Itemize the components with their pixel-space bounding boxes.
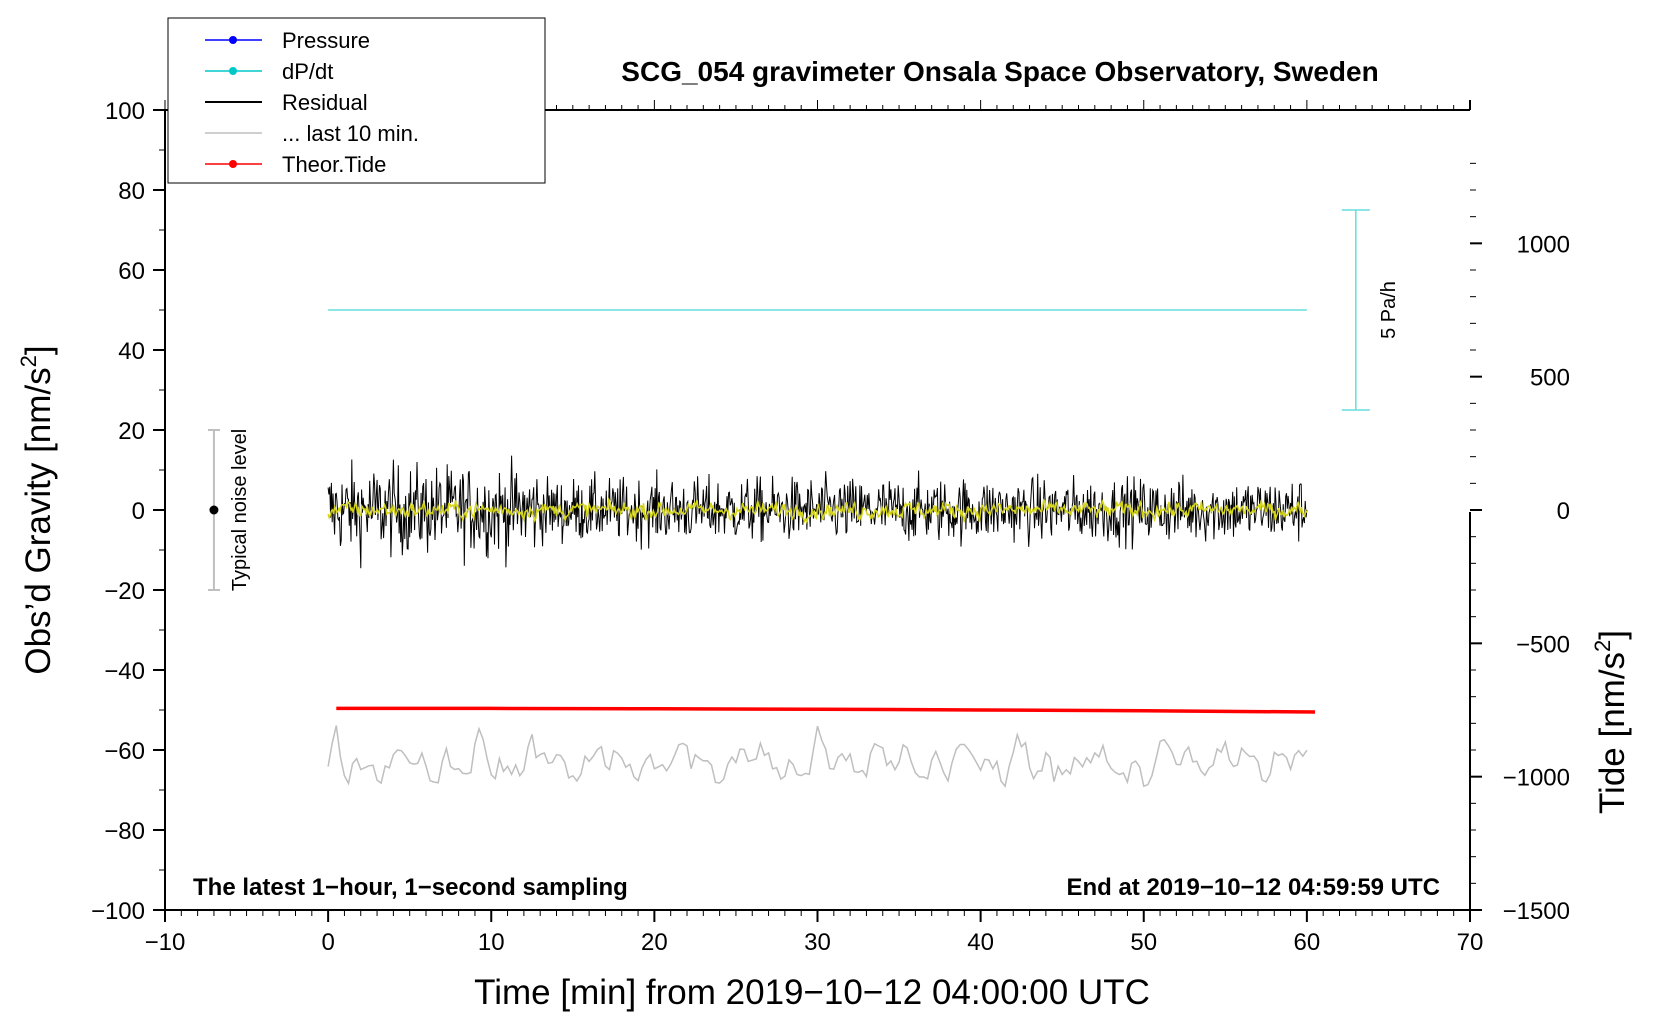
x-tick-label: 60: [1294, 929, 1321, 956]
x-tick-label: 70: [1457, 929, 1484, 956]
y-tick-label: 80: [118, 178, 145, 205]
legend-label: Pressure: [282, 28, 370, 53]
y-tick-label: 0: [132, 498, 145, 525]
y-right-tick-label: −1500: [1503, 898, 1570, 925]
legend-label: ... last 10 min.: [282, 121, 419, 146]
legend-swatch-marker: [229, 67, 237, 75]
legend-label: Theor.Tide: [282, 152, 386, 177]
y-right-label-main: Tide [nm/s: [1593, 652, 1632, 814]
tide-line: [336, 706, 1316, 714]
chart-title: SCG_054 gravimeter Onsala Space Observat…: [621, 56, 1378, 87]
y-tick-label: 40: [118, 338, 145, 365]
dpdt-scale-bar: [1341, 209, 1370, 411]
legend-swatch-marker: [229, 160, 237, 168]
y-tick-labels: 100 80 60 40 20 0 −20 −40 −60 −80 −100: [91, 98, 145, 925]
legend-swatch-marker: [229, 36, 237, 44]
x-tick-label: 40: [967, 929, 994, 956]
y-right-tick-label: −500: [1516, 631, 1570, 658]
y-tick-label: 60: [118, 258, 145, 285]
x-tick-label: 10: [478, 929, 505, 956]
x-axis-label: Time [min] from 2019−10−12 04:00:00 UTC: [474, 973, 1150, 1012]
y-right-tick-label: 1000: [1517, 231, 1570, 258]
last10-line: [327, 725, 1308, 789]
y-tick-label: 20: [118, 418, 145, 445]
y-tick-label: −60: [104, 738, 145, 765]
y-right-tick-label: 0: [1557, 498, 1570, 525]
x-tick-label: 50: [1130, 929, 1157, 956]
x-tick-label: 20: [641, 929, 668, 956]
y-tick-label: −40: [104, 658, 145, 685]
y-right-label-close: ]: [1593, 630, 1632, 640]
legend: Pressure dP/dt Residual ... last 10 min. The…: [167, 17, 546, 184]
noise-level-bar: [207, 429, 220, 591]
x-tick-label: −10: [145, 929, 186, 956]
legend-label: dP/dt: [282, 59, 333, 84]
y-left-label-main: Obs’d Gravity [nm/s: [19, 367, 58, 674]
axes: [164, 100, 1471, 911]
x-tick-label: 30: [804, 929, 831, 956]
y-tick-label: −20: [104, 578, 145, 605]
y-axis-label-left: Obs’d Gravity [nm/s2]: [16, 345, 58, 674]
legend-label: Residual: [282, 90, 368, 115]
caption-end-time: End at 2019−10−12 04:59:59 UTC: [1066, 874, 1440, 901]
caption-sampling: The latest 1−hour, 1−second sampling: [193, 874, 628, 901]
x-tick-label: 0: [321, 929, 334, 956]
y-axis-label-right: Tide [nm/s2]: [1590, 630, 1632, 814]
y-right-tick-label: 500: [1530, 365, 1570, 392]
y-right-tick-label: −1000: [1503, 765, 1570, 792]
y-right-tick-labels: 1000 500 0 −500 −1000 −1500: [1503, 231, 1570, 925]
dpdt-scale-label: 5 Pa/h: [1378, 281, 1400, 339]
legend-box: [167, 17, 546, 184]
y-left-label-sup: 2: [16, 355, 41, 367]
y-left-label-close: ]: [19, 345, 58, 355]
noise-level-label: Typical noise level: [229, 429, 251, 591]
y-right-label-sup: 2: [1590, 640, 1615, 652]
residual-smooth-line: [327, 497, 1308, 525]
y-tick-label: −100: [91, 898, 145, 925]
noise-bar-dot: [209, 505, 219, 515]
y-tick-label: 100: [105, 98, 145, 125]
series-layer: [327, 309, 1316, 789]
x-tick-labels: −10 0 10 20 30 40 50 60 70: [145, 929, 1484, 956]
y-tick-label: −80: [104, 818, 145, 845]
